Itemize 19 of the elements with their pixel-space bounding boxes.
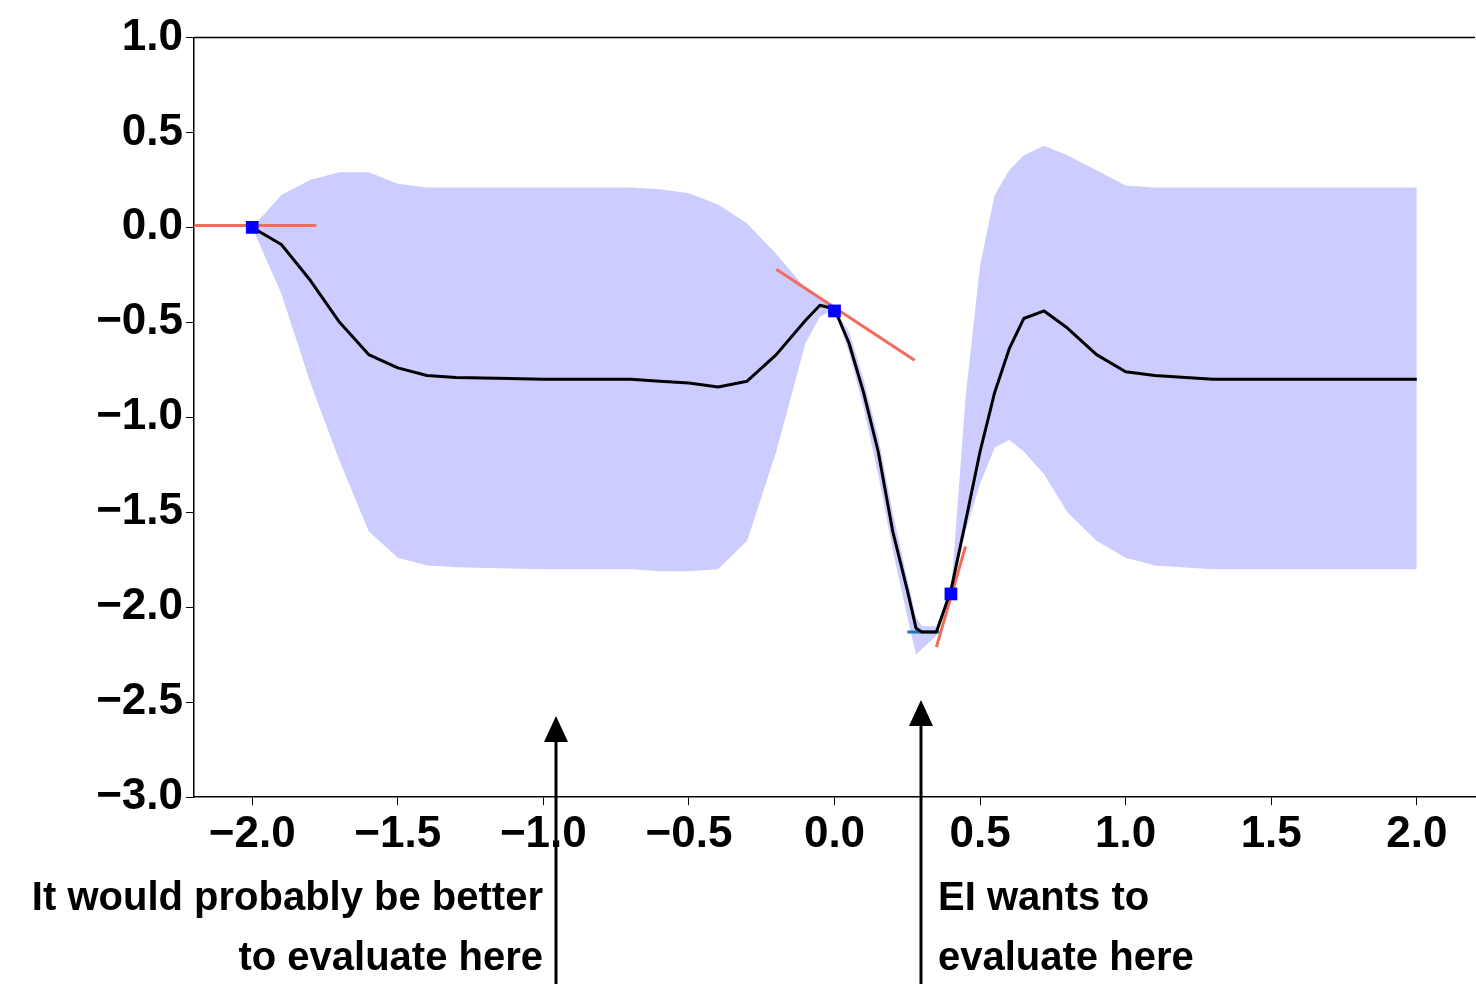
x-tick-label: 1.5 <box>1240 806 1302 856</box>
text: EI wants to evaluate here <box>938 873 1195 980</box>
y-tick-label: −2.5 <box>96 674 183 724</box>
y-tick-label: −1.5 <box>96 484 183 534</box>
y-tick-label: 0.5 <box>121 104 183 154</box>
x-tick-label: −1.5 <box>354 806 442 856</box>
x-tick-label: 2.0 <box>1386 806 1448 856</box>
x-tick-label: −2.0 <box>208 806 296 856</box>
y-tick-label: −3.0 <box>96 769 183 819</box>
y-tick-label: −0.5 <box>96 294 183 344</box>
y-tick-label: 0.0 <box>121 199 183 249</box>
x-tick-label: 1.0 <box>1095 806 1157 856</box>
y-tick-label: −2.0 <box>96 579 183 629</box>
x-tick-label: 0.5 <box>949 806 1011 856</box>
x-tick-label: −0.5 <box>645 806 733 856</box>
y-tick-label: 1.0 <box>121 9 183 59</box>
text: It would probably be better to evaluate here <box>30 873 543 980</box>
y-tick-label: −1.0 <box>96 389 183 439</box>
x-tick-label: 0.0 <box>803 806 866 856</box>
